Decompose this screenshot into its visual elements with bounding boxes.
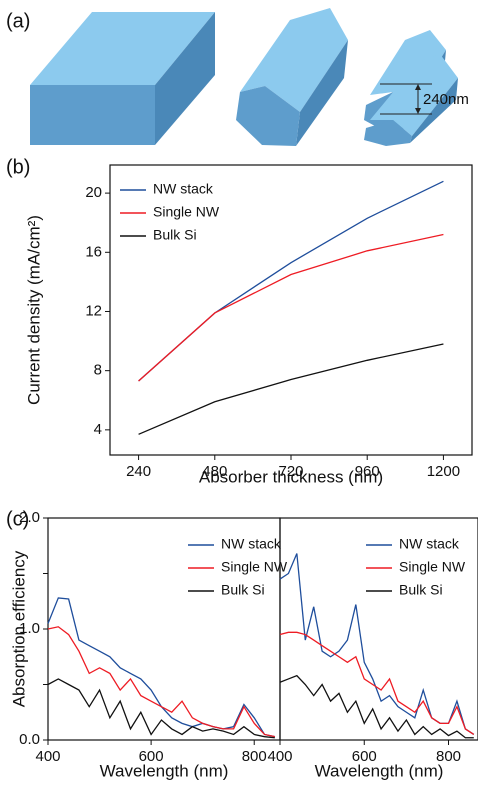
single-nanowire [236, 8, 348, 146]
y-axis-label: Absorption efficiency [9, 550, 28, 707]
x-tick-label: 1200 [427, 463, 460, 480]
y-tick-label: 4 [94, 421, 102, 438]
x-axis-label: Absorber thickness (nm) [199, 467, 383, 486]
legend-label: NW stack [221, 536, 282, 552]
data-line [138, 233, 444, 382]
legend-label: Bulk Si [221, 582, 265, 598]
legend-label: Bulk Si [399, 582, 443, 598]
x-tick-label: 400 [267, 748, 292, 765]
data-line [279, 631, 475, 735]
y-axis-label: Current density (mA/cm²) [24, 215, 43, 405]
dimension-label: 240nm [423, 91, 469, 108]
legend-label: Bulk Si [153, 227, 197, 243]
data-line [47, 626, 275, 738]
x-tick-label: 960 [355, 463, 380, 480]
y-tick-label: 20 [85, 184, 102, 201]
y-tick-label: 8 [94, 362, 102, 379]
legend-label: Single NW [221, 559, 288, 575]
legend-label: Single NW [399, 559, 466, 575]
y-tick-label: 0.0 [19, 731, 40, 748]
x-tick-label: 400 [35, 748, 60, 765]
panel-label: (b) [6, 156, 30, 178]
panel-label: (a) [6, 10, 30, 32]
legend-label: NW stack [153, 181, 214, 197]
y-tick-label: 1.0 [19, 620, 40, 637]
x-tick-label: 720 [278, 463, 303, 480]
data-line [279, 553, 475, 735]
x-tick-label: 800 [242, 748, 267, 765]
data-line [138, 343, 444, 435]
x-tick-label: 600 [139, 748, 164, 765]
x-axis-label: Wavelength (nm) [315, 761, 444, 780]
x-tick-label: 600 [352, 748, 377, 765]
data-line [47, 597, 275, 738]
bulk-block [30, 12, 215, 145]
panel-label: (c) [6, 508, 29, 530]
plot-frame [279, 517, 478, 741]
legend-label: NW stack [399, 536, 460, 552]
legend-label: Single NW [153, 204, 220, 220]
x-tick-label: 800 [436, 748, 461, 765]
y-tick-label: 16 [85, 243, 102, 260]
x-tick-label: 480 [202, 463, 227, 480]
nanowire-stack [364, 30, 458, 146]
y-tick-label: 2.0 [19, 509, 40, 526]
data-line [47, 678, 275, 739]
x-tick-label: 240 [126, 463, 151, 480]
data-line [279, 674, 474, 739]
y-tick-label: 12 [85, 302, 102, 319]
x-axis-label: Wavelength (nm) [100, 761, 229, 780]
